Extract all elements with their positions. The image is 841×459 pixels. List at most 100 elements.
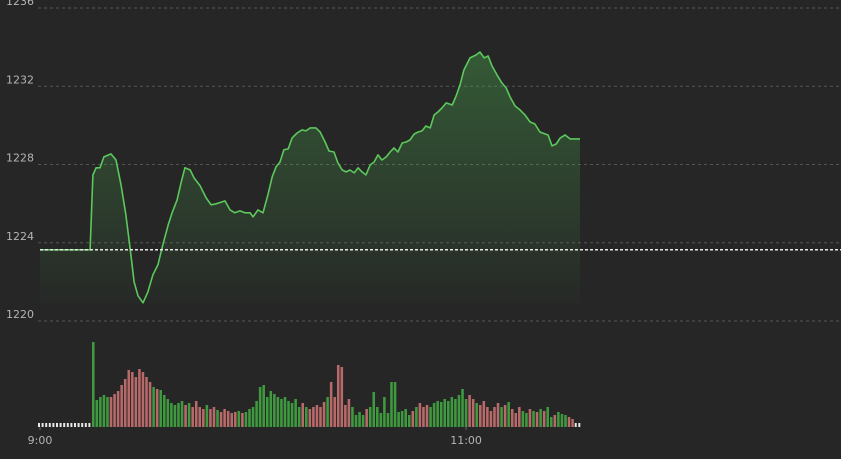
volume-bar bbox=[187, 403, 191, 427]
volume-bar bbox=[553, 415, 557, 427]
volume-bar bbox=[241, 413, 244, 427]
x-tick-label: 9:00 bbox=[28, 434, 53, 447]
volume-bar bbox=[301, 403, 305, 427]
volume-bar bbox=[464, 399, 468, 427]
volume-bar bbox=[475, 403, 478, 427]
volume-bar bbox=[447, 401, 450, 427]
volume-bar bbox=[283, 397, 287, 427]
volume-bar bbox=[230, 413, 234, 427]
volume-bar bbox=[269, 391, 273, 427]
volume-bar bbox=[549, 417, 553, 427]
volume-bar bbox=[493, 407, 496, 427]
x-tick-label: 11:00 bbox=[450, 434, 482, 447]
volume-bar bbox=[116, 391, 120, 427]
volume-bar bbox=[507, 402, 510, 427]
volume-bar bbox=[205, 405, 209, 427]
volume-bar bbox=[468, 395, 471, 427]
volume-bar bbox=[436, 401, 439, 427]
volume-bar bbox=[162, 395, 166, 427]
volume-bar bbox=[393, 382, 397, 427]
volume-bar bbox=[141, 372, 145, 427]
volume-bar bbox=[383, 397, 386, 427]
volume-bar bbox=[212, 407, 216, 427]
volume-bar bbox=[99, 397, 102, 427]
volume-bar bbox=[155, 389, 159, 427]
volume-bar bbox=[280, 399, 283, 427]
volume-bar bbox=[106, 397, 109, 427]
volume-bar bbox=[557, 412, 560, 427]
volume-bar bbox=[361, 415, 365, 427]
price-area bbox=[40, 52, 580, 305]
volume-bar bbox=[226, 411, 230, 427]
volume-bar bbox=[265, 397, 269, 427]
volume-bar bbox=[542, 411, 546, 427]
volume-bar bbox=[358, 412, 361, 427]
volume-bar bbox=[138, 369, 141, 427]
volume-bar bbox=[461, 389, 464, 427]
volume-bar bbox=[244, 412, 248, 427]
volume-bar bbox=[418, 403, 422, 427]
volume-bar bbox=[564, 415, 567, 427]
volume-bar bbox=[532, 411, 535, 427]
volume-bar bbox=[251, 407, 255, 427]
y-tick-label: 1232 bbox=[6, 73, 34, 86]
volume-bar bbox=[439, 402, 443, 427]
volume-bar bbox=[145, 377, 148, 427]
volume-bar bbox=[471, 399, 475, 427]
volume-bar bbox=[113, 394, 116, 427]
volume-bar bbox=[567, 417, 571, 427]
volume-bar bbox=[486, 407, 489, 427]
volume-bar bbox=[166, 399, 170, 427]
volume-bar bbox=[258, 387, 262, 427]
volume-bar bbox=[127, 370, 131, 427]
volume-bar bbox=[415, 407, 418, 427]
volume-bar bbox=[312, 407, 315, 427]
volume-bar bbox=[120, 385, 123, 427]
volume-bar bbox=[372, 392, 376, 427]
volume-bar bbox=[262, 385, 265, 427]
volume-bar bbox=[290, 403, 294, 427]
volume-bar bbox=[571, 419, 574, 427]
volume-bar bbox=[109, 397, 113, 427]
volume-bar bbox=[276, 397, 280, 427]
volume-bar bbox=[173, 405, 177, 427]
volume-bar bbox=[308, 409, 312, 427]
volume-bar bbox=[347, 399, 351, 427]
volume-bar bbox=[503, 405, 507, 427]
volume-bar bbox=[379, 413, 383, 427]
volume-bar bbox=[454, 399, 457, 427]
price-line bbox=[40, 51, 580, 304]
volume-bar bbox=[333, 397, 336, 427]
volume-bar bbox=[422, 407, 425, 427]
volume-bar bbox=[294, 399, 297, 427]
volume-bar bbox=[287, 401, 290, 427]
volume-bar bbox=[152, 387, 155, 427]
volume-bar bbox=[237, 411, 241, 427]
volume-bar bbox=[365, 409, 368, 427]
y-tick-label: 1236 bbox=[6, 0, 34, 8]
volume-bar bbox=[514, 413, 518, 427]
volume-bar bbox=[191, 407, 194, 427]
volume-bar bbox=[180, 401, 184, 427]
volume-bar bbox=[489, 411, 493, 427]
volume-bar bbox=[478, 405, 482, 427]
volume-bar bbox=[123, 379, 127, 427]
volume-bar bbox=[102, 395, 106, 427]
volume-bar bbox=[315, 405, 319, 427]
volume-bar bbox=[326, 397, 329, 427]
volume-bar bbox=[376, 407, 379, 427]
volume-bar bbox=[344, 405, 347, 427]
volume-bar bbox=[131, 372, 134, 427]
volume-bar bbox=[443, 399, 447, 427]
volume-bar bbox=[450, 397, 454, 427]
volume-bar bbox=[496, 403, 500, 427]
volume-bar bbox=[216, 410, 219, 427]
volume-bar bbox=[159, 390, 162, 427]
volume-bar bbox=[184, 405, 187, 427]
volume-bar bbox=[539, 409, 542, 427]
volume-bar bbox=[305, 407, 308, 427]
volume-bar bbox=[368, 407, 372, 427]
volume-bar bbox=[209, 409, 212, 427]
volume-bar bbox=[255, 401, 258, 427]
